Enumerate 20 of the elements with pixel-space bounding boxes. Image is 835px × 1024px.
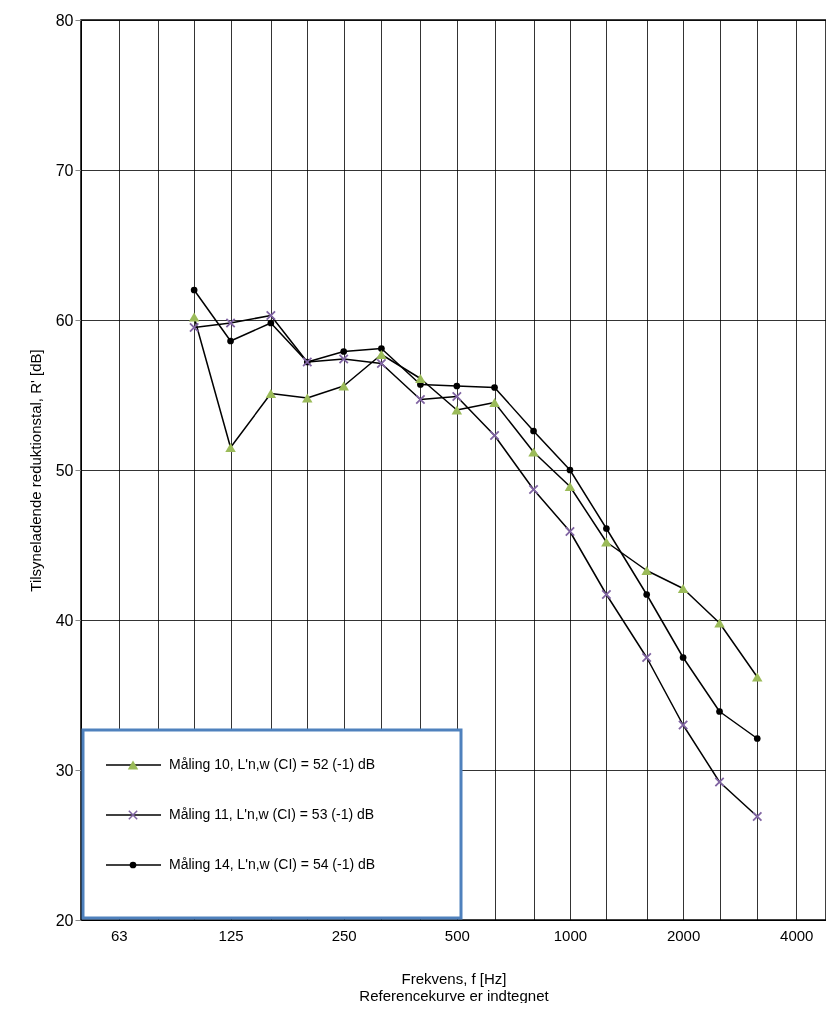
x-tick-label: 63 [110,926,128,944]
x-tick-label: 500 [444,926,470,944]
x-tick-label: 1000 [553,926,588,944]
x-tick-label: 4000 [780,926,814,944]
x-tick-label: 2000 [666,926,701,944]
y-tick-label: 60 [55,311,74,329]
x-tick-label: 125 [218,926,244,944]
legend-label: Måling 11, L'n,w (CI) = 53 (-1) dB [169,806,375,822]
y-tick-label: 30 [55,761,74,779]
x-tick-label: 250 [331,926,357,944]
y-axis-title: Tilsyneladende reduktionstal, R' [dB] [26,349,44,592]
y-tick-label: 70 [55,161,74,179]
x-axis-title: Frekvens, f [Hz] [401,969,507,987]
y-tick-label: 40 [55,611,74,629]
text: Referencekurve er indtegnet [359,986,550,1004]
legend-label: Måling 14, L'n,w (CI) = 54 (-1) dB [169,856,376,872]
y-tick-label: 50 [55,461,74,479]
y-tick-label: 80 [55,11,74,29]
y-tick-label: 20 [55,911,74,929]
legend-label: Måling 10, L'n,w (CI) = 52 (-1) dB [169,756,376,772]
